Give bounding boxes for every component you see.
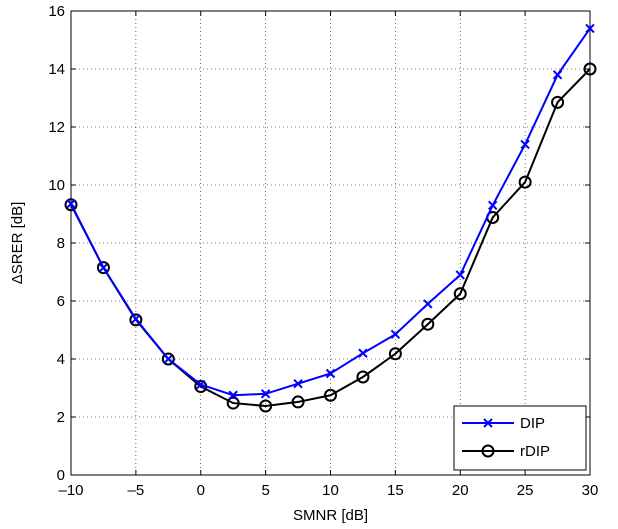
legend-marker-dip [483,418,493,428]
data-point-dip [390,329,401,340]
legend-entry-dip: DIP [462,415,545,432]
y-tick-label: 10 [48,177,65,194]
x-tick-label: 10 [322,482,339,499]
data-point-dip [66,199,76,209]
legend-entry-rdip: rDIP [462,443,550,460]
data-point-rdip [551,95,565,109]
data-point-dip [131,314,141,324]
x-tick-label: 25 [517,482,534,499]
data-point-rdip [324,388,337,402]
y-axis-label: ΔSRER [dB] [9,202,26,285]
data-point-rdip [161,352,175,366]
data-point-rdip [356,370,370,384]
data-point-rdip [64,198,78,212]
data-point-dip [325,368,336,379]
data-point-dip [228,390,238,400]
series-group [64,23,597,413]
y-tick-label: 16 [48,3,65,20]
data-point-dip [293,378,303,389]
y-tick-label: 8 [57,235,65,252]
data-point-rdip [453,287,467,301]
x-tick-label: 15 [387,482,404,499]
legend: DIP rDIP [453,405,587,471]
legend-box [453,405,587,471]
data-point-rdip [518,175,532,189]
legend-label: rDIP [520,443,550,460]
data-point-rdip [291,395,305,409]
x-tick-label: 30 [582,482,599,499]
data-point-rdip [129,313,143,327]
y-tick-label: 6 [57,293,65,310]
data-point-rdip [226,396,240,410]
y-tick-label: 0 [57,467,65,484]
legend-label: DIP [520,415,545,432]
x-axis-label: SMNR [dB] [293,507,368,524]
data-point-rdip [583,62,597,76]
data-point-rdip [421,317,435,331]
data-point-dip [552,70,563,80]
x-tick-label: 5 [261,482,269,499]
data-point-dip [487,200,498,211]
data-point-rdip [259,399,273,413]
data-point-dip [98,262,109,273]
series-dip [66,23,595,400]
grid [71,11,590,475]
x-tick-label: –10 [58,482,83,499]
data-point-dip [358,348,368,358]
data-point-dip [455,270,465,280]
legend-marker-rdip [481,444,495,458]
x-tick-label: 20 [452,482,469,499]
data-point-dip [520,139,530,150]
data-point-dip [260,389,271,399]
x-tick-label: 0 [197,482,205,499]
y-tick-label: 12 [48,119,65,136]
data-point-rdip [96,261,110,275]
data-point-dip [423,299,433,309]
axis-ticks: –10 –5 0 5 10 15 20 25 30 0 2 4 6 8 10 12 14 16 [48,3,598,499]
data-point-dip [196,379,206,390]
y-tick-label: 4 [57,351,65,368]
data-point-dip [163,354,174,364]
data-point-rdip [388,347,402,361]
x-tick-label: –5 [128,482,145,499]
data-point-dip [585,23,595,34]
y-tick-label: 14 [48,61,65,78]
y-tick-label: 2 [57,409,65,426]
